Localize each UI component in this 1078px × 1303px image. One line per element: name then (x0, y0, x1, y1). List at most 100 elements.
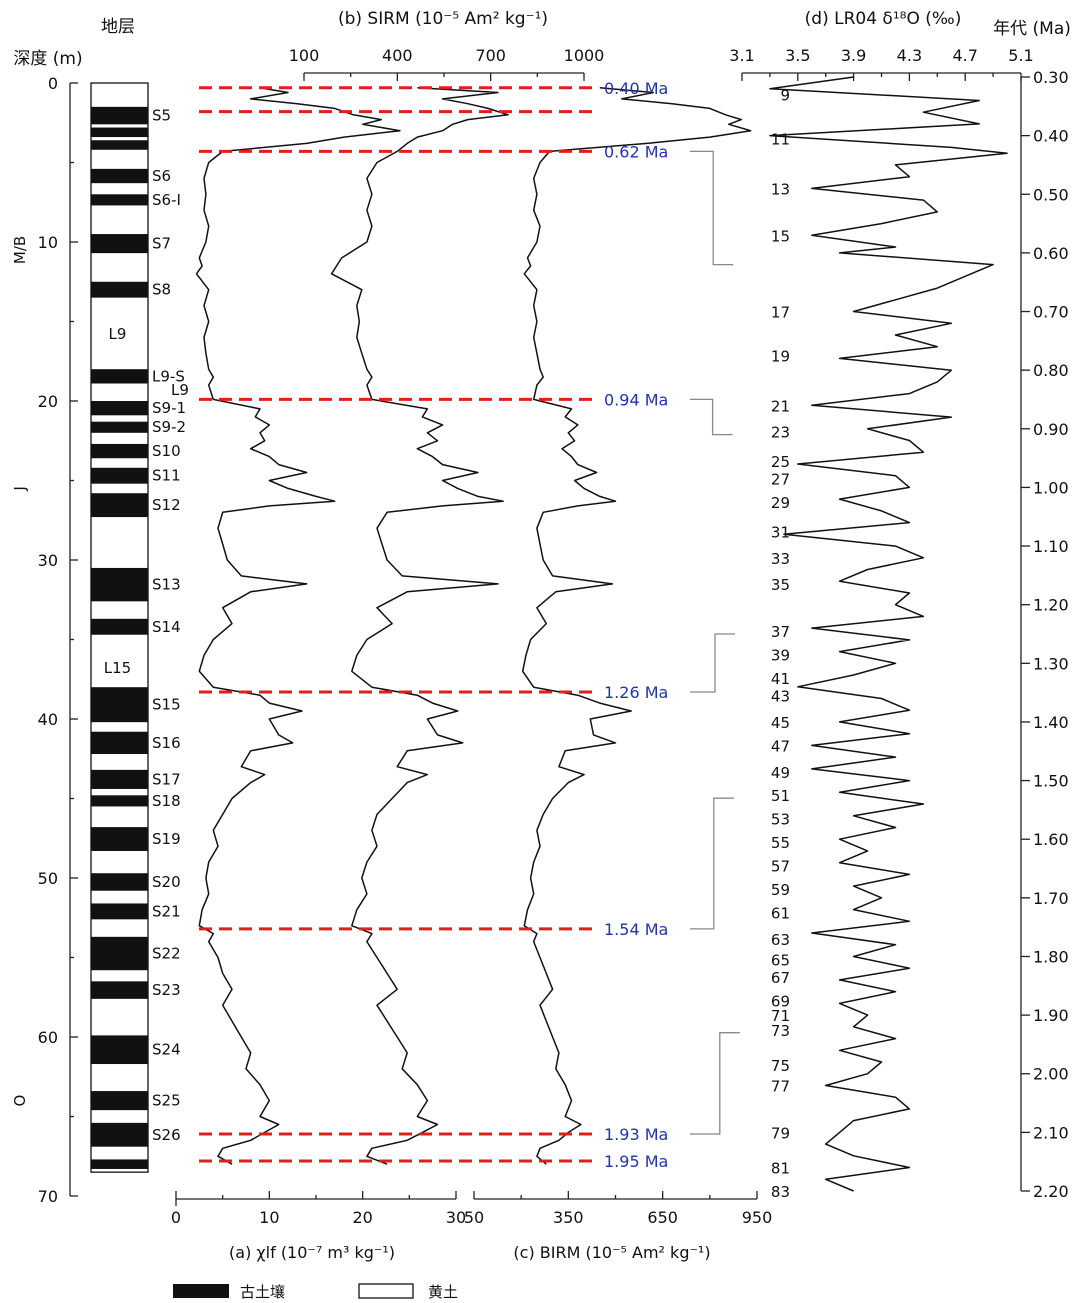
depth-tick-label: 70 (38, 1187, 58, 1206)
depth-tick-label: 40 (38, 710, 58, 729)
mis-stage-label: 57 (771, 858, 790, 876)
paleosol-label: S9-1 (152, 399, 186, 417)
mis-stage-label: 51 (771, 787, 790, 805)
polarity-label: M/B (11, 236, 29, 264)
paleosol-label: S25 (152, 1092, 181, 1110)
paleosol-layer (91, 443, 148, 459)
paleosol-layer (91, 981, 148, 999)
age-tick-label: 1.70 (1033, 889, 1069, 908)
mis-stage-label: 43 (771, 688, 790, 706)
mis-stage-label: 39 (771, 647, 790, 665)
paleosol-layer (91, 731, 148, 754)
paleosol-layer (91, 687, 148, 723)
age-tick-label: 1.20 (1033, 596, 1069, 615)
mis-stage-label: 73 (771, 1022, 790, 1040)
depth-tick-label: 0 (48, 74, 58, 93)
legend-label-paleosol: 古土壤 (240, 1283, 285, 1301)
paleosol-label: L9-S (152, 367, 185, 385)
mis-stage-label: 49 (771, 764, 790, 782)
depth-tick-label: 50 (38, 869, 58, 888)
mis-stage-label: 17 (771, 304, 790, 322)
sirm-axis-tick-label: 700 (475, 46, 506, 65)
paleosol-label: S24 (152, 1041, 181, 1059)
paleosol-layer (91, 281, 148, 298)
loess-label: L9 (109, 325, 127, 343)
mis-stage-label: 67 (771, 969, 790, 987)
paleosol-layer (91, 234, 148, 254)
paleosol-label: S23 (152, 981, 181, 999)
paleosol-layer (91, 168, 148, 184)
mis-stage-label: 83 (771, 1183, 790, 1201)
age-tick-label: 0.90 (1033, 420, 1069, 439)
birm-axis-title: (c) BIRM (10⁻⁵ Am² kg⁻¹) (513, 1243, 710, 1262)
depth-axis-title: 深度 (m) (13, 49, 82, 69)
mis-stage-label: 55 (771, 834, 790, 852)
mis-stage-label: 37 (771, 623, 790, 641)
mis-stage-label: 11 (771, 131, 790, 149)
mis-stage-label: 75 (771, 1057, 790, 1075)
paleosol-label: S6-I (152, 191, 181, 209)
polarity-label: J (11, 486, 29, 491)
paleosol-label: S11 (152, 467, 181, 485)
legend-swatch-loess (358, 1283, 414, 1299)
mis-stage-label: 19 (771, 348, 790, 366)
paleosol-layer (91, 936, 148, 971)
tie-point-age-label: 0.94 Ma (604, 390, 668, 409)
paleosol-label: S8 (152, 281, 171, 299)
sirm-curve (330, 87, 509, 1165)
lr04-axis-tick-label: 4.7 (952, 46, 977, 65)
paleosol-label: S18 (152, 792, 181, 810)
mis-stage-label: 35 (771, 576, 790, 594)
paleosol-layer (91, 401, 148, 416)
stratigraphic-column: S5 S6 S6-I S7 S8 L9-S S9-1S9-2 S10 S11 S12 S13 S14 S… (11, 82, 189, 1173)
paleosol-layer (91, 1159, 148, 1169)
paleosol-layer (91, 467, 148, 484)
sirm-axis-tick-label: 100 (289, 46, 320, 65)
paleosol-layer (91, 1122, 148, 1147)
chi-axis-tick-label: 20 (352, 1208, 372, 1227)
mis-stage-label: 45 (771, 714, 790, 732)
legend: 古土壤 黄土 (173, 1283, 458, 1301)
mis-stage-label: 27 (771, 471, 790, 489)
polarity-label: O (11, 1095, 29, 1107)
mis-stage-label: 9 (780, 87, 790, 105)
lr04-curve (769, 76, 1008, 1192)
paleosol-layer (91, 106, 148, 125)
paleosol-label: S5 (152, 107, 171, 125)
age-tick-label: 2.20 (1033, 1182, 1069, 1201)
paleosol-label: S17 (152, 770, 181, 788)
mis-stage-label: 79 (771, 1124, 790, 1142)
sirm-axis-tick-label: 400 (382, 46, 413, 65)
legend-swatch-paleosol (173, 1284, 229, 1298)
paleosol-layer (91, 140, 148, 150)
paleosol-layer (91, 1035, 148, 1065)
paleosol-layer (91, 769, 148, 789)
mis-stage-label: 33 (771, 550, 790, 568)
depth-tick-label: 30 (38, 551, 58, 570)
paleosol-label: S21 (152, 902, 181, 920)
paleosol-layer (91, 618, 148, 635)
lr04-axis-tick-label: 3.1 (729, 46, 754, 65)
age-correlation-line (690, 150, 734, 266)
tie-point-age-label: 1.54 Ma (604, 920, 668, 939)
paleosol-label: S16 (152, 734, 181, 752)
mis-stage-label: 65 (771, 951, 790, 969)
age-tick-label: 1.60 (1033, 830, 1069, 849)
mis-stage-label: 77 (771, 1077, 790, 1095)
chart-labels: 0.40 Ma 0.62 Ma 0.94 Ma 1.26 Ma 1.54 Ma 1.93 … (604, 79, 790, 1201)
lr04-axis-tick-label: 4.3 (897, 46, 922, 65)
tie-point-age-label: 1.26 Ma (604, 683, 668, 702)
chi-axis-title: (a) χlf (10⁻⁷ m³ kg⁻¹) (229, 1243, 395, 1262)
age-correlation-line (690, 1032, 740, 1135)
age-correlation-line (690, 797, 734, 930)
age-tick-label: 1.50 (1033, 772, 1069, 791)
paleosol-label: S10 (152, 442, 181, 460)
chi-axis-tick-label: 10 (259, 1208, 279, 1227)
age-tick-label: 1.40 (1033, 713, 1069, 732)
age-tick-label: 0.60 (1033, 244, 1069, 263)
age-tick-label: 0.50 (1033, 185, 1069, 204)
age-correlation-line (690, 633, 735, 693)
paleosol-layer (91, 903, 148, 920)
paleosol-layer (91, 194, 148, 206)
